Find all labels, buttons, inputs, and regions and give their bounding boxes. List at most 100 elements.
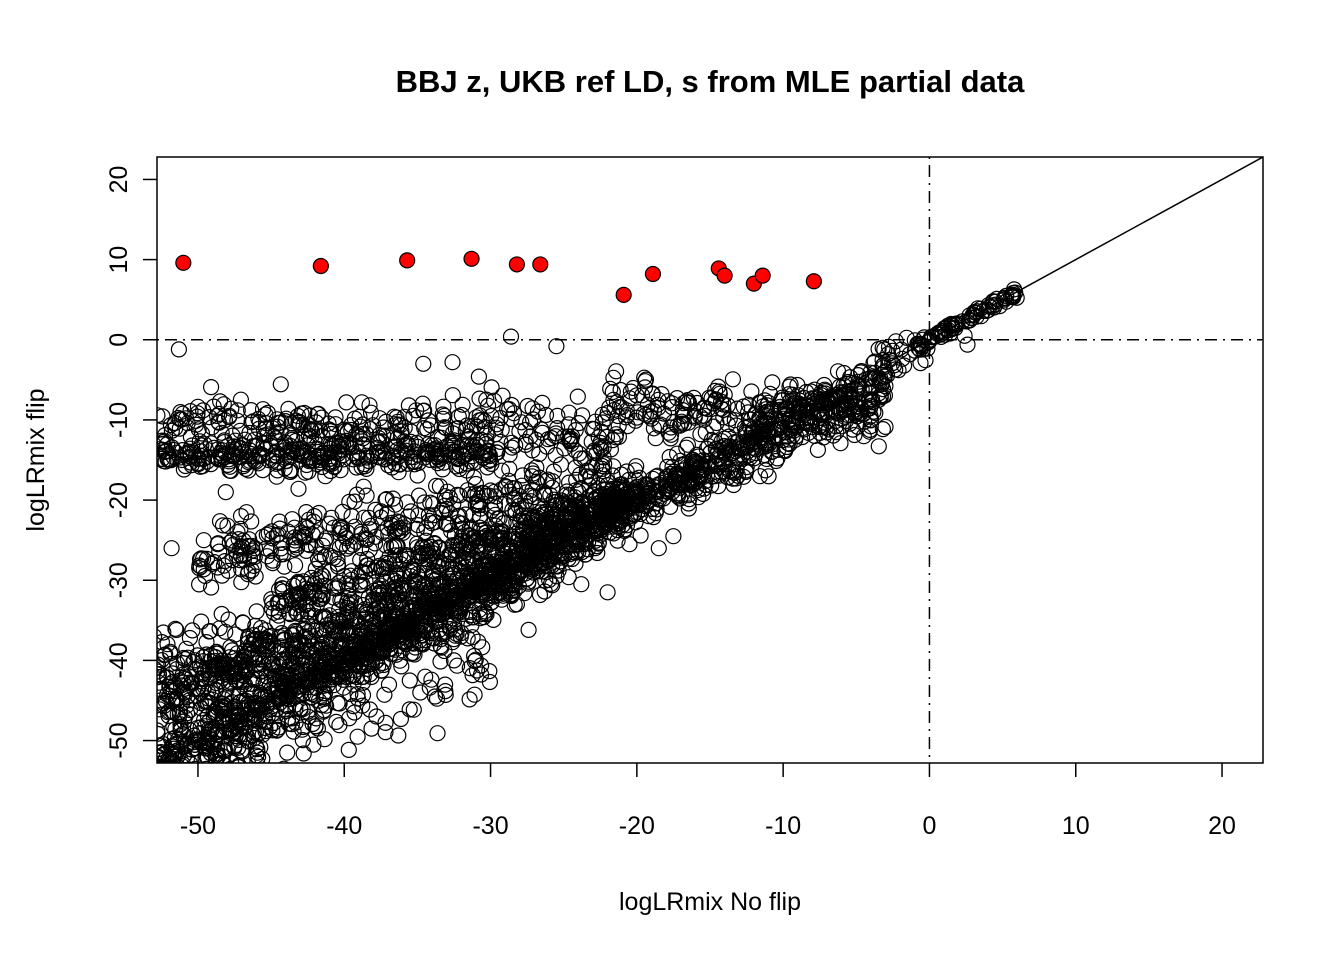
data-point xyxy=(267,430,284,447)
data-point xyxy=(341,538,358,555)
data-point xyxy=(174,725,191,743)
data-point xyxy=(713,464,730,481)
data-point xyxy=(159,787,174,802)
data-point xyxy=(200,760,212,763)
data-point xyxy=(697,476,714,494)
data-point xyxy=(157,453,174,470)
data-point xyxy=(346,704,363,721)
data-point xyxy=(818,424,836,441)
data-point xyxy=(836,408,853,425)
data-point xyxy=(213,605,230,623)
data-point xyxy=(223,400,240,417)
data-point xyxy=(183,457,200,474)
data-point xyxy=(668,445,686,462)
x-tick-label: -40 xyxy=(326,812,362,840)
data-point xyxy=(232,391,249,408)
data-point xyxy=(343,421,360,439)
data-point xyxy=(813,406,830,423)
data-point xyxy=(168,621,185,639)
data-point xyxy=(201,409,218,426)
data-point xyxy=(338,394,355,411)
data-point xyxy=(470,368,487,385)
data-point xyxy=(603,486,620,503)
data-point xyxy=(180,674,197,691)
data-point xyxy=(764,374,781,391)
data-point xyxy=(502,328,520,345)
data-point xyxy=(426,534,443,552)
data-point xyxy=(433,446,450,463)
data-point xyxy=(408,402,425,419)
data-point xyxy=(528,459,545,476)
data-point xyxy=(241,531,258,548)
data-point xyxy=(776,442,794,460)
data-point xyxy=(406,443,423,460)
data-point xyxy=(449,657,466,674)
data-point xyxy=(463,567,480,584)
data-point xyxy=(348,459,365,476)
data-point xyxy=(166,810,181,825)
data-point xyxy=(617,409,635,426)
data-point xyxy=(482,594,499,612)
data-point xyxy=(531,520,548,537)
data-point xyxy=(870,438,887,455)
data-point xyxy=(508,596,526,613)
data-point xyxy=(221,534,238,551)
data-point xyxy=(211,513,229,530)
data-point xyxy=(745,433,762,450)
data-point xyxy=(758,450,775,468)
data-point xyxy=(558,486,575,503)
data-point xyxy=(458,417,476,434)
data-point xyxy=(269,411,286,428)
data-point xyxy=(269,721,286,738)
data-point xyxy=(672,468,689,485)
data-point xyxy=(328,435,345,452)
data-point xyxy=(177,446,194,463)
data-point xyxy=(418,442,435,459)
data-point xyxy=(332,520,350,537)
data-point xyxy=(195,402,212,419)
data-point xyxy=(341,710,358,727)
data-point xyxy=(203,579,220,596)
data-point xyxy=(304,526,321,543)
data-point xyxy=(157,628,163,644)
data-point xyxy=(195,532,212,549)
highlighted-point xyxy=(615,286,632,303)
data-point xyxy=(458,462,475,479)
data-point xyxy=(281,604,298,622)
data-point xyxy=(355,668,372,685)
data-point xyxy=(174,756,191,763)
data-point xyxy=(396,433,413,450)
data-point xyxy=(724,371,742,388)
data-point xyxy=(417,668,434,685)
data-point xyxy=(314,458,331,476)
data-point xyxy=(464,666,481,684)
data-point xyxy=(248,603,265,620)
data-point xyxy=(716,463,733,480)
data-point xyxy=(603,499,620,516)
data-point xyxy=(597,485,614,502)
data-point xyxy=(510,498,527,515)
data-point xyxy=(175,769,190,784)
data-point xyxy=(253,686,270,704)
data-point xyxy=(661,498,679,515)
data-point xyxy=(237,725,254,743)
data-point xyxy=(542,509,559,526)
data-point xyxy=(822,391,839,408)
data-point xyxy=(481,662,498,680)
data-point xyxy=(299,519,316,537)
data-point xyxy=(347,438,364,455)
data-point xyxy=(513,500,530,517)
data-point xyxy=(307,560,324,578)
data-point xyxy=(574,407,591,424)
data-point xyxy=(406,453,423,470)
data-point xyxy=(663,395,681,412)
data-point xyxy=(525,489,543,506)
x-tick-label: 0 xyxy=(922,812,936,840)
data-point xyxy=(203,379,220,396)
data-point xyxy=(340,741,357,759)
data-point xyxy=(956,327,973,344)
data-point xyxy=(503,434,520,451)
y-tick-label: -10 xyxy=(105,402,133,438)
data-point xyxy=(172,778,187,793)
data-point xyxy=(421,546,438,564)
